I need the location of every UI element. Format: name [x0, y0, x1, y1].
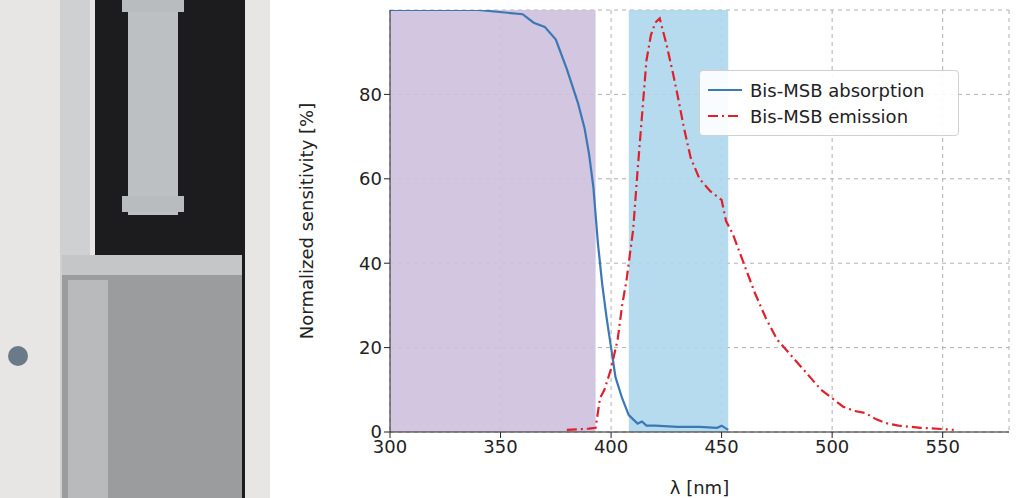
svg-text:350: 350 — [483, 436, 517, 457]
svg-text:Normalized sensitivity [%]: Normalized sensitivity [%] — [296, 103, 317, 339]
html-text:Bis-MSB emission: Bis-MSB emission — [750, 105, 908, 127]
svg-text:20: 20 — [359, 337, 382, 358]
svg-text:550: 550 — [925, 436, 959, 457]
svg-text:80: 80 — [359, 84, 382, 105]
svg-text:0: 0 — [371, 421, 382, 442]
svg-text:40: 40 — [359, 253, 382, 274]
svg-text:300: 300 — [372, 435, 408, 457]
svg-text:60: 60 — [359, 168, 382, 189]
svg-text:450: 450 — [704, 436, 738, 457]
html-text:Bis-MSB absorption: Bis-MSB absorption — [750, 79, 925, 101]
svg-text:500: 500 — [815, 436, 849, 457]
svg-text:λ [nm]: λ [nm] — [670, 477, 729, 498]
svg-text:400: 400 — [594, 436, 628, 457]
